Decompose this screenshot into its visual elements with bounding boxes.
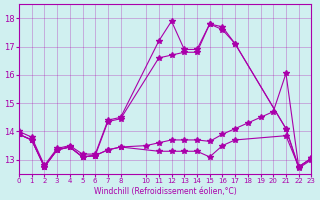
- X-axis label: Windchill (Refroidissement éolien,°C): Windchill (Refroidissement éolien,°C): [94, 187, 236, 196]
